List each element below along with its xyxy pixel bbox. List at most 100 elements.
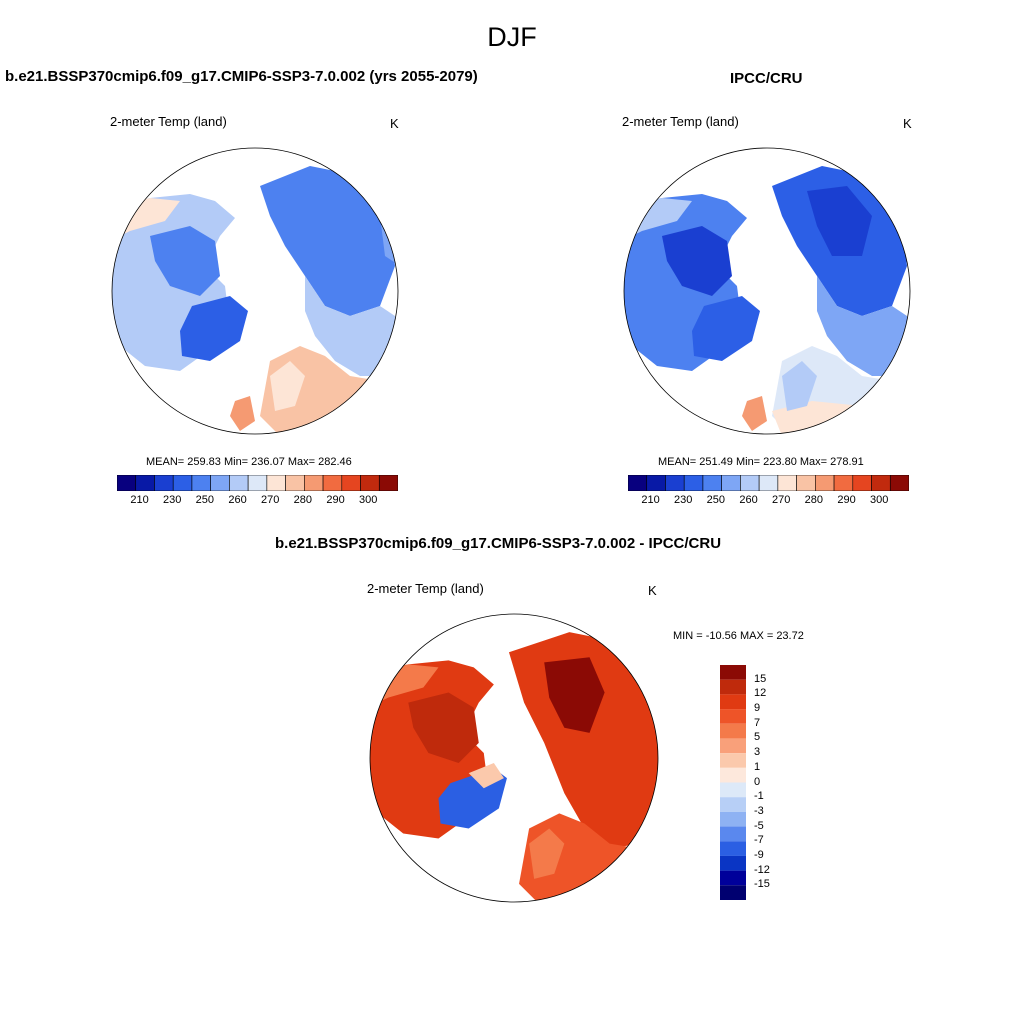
colorbar-box xyxy=(720,767,746,783)
colorbar-box xyxy=(229,475,249,491)
colorbar-tick-label: 210 xyxy=(641,494,660,506)
colorbar-box xyxy=(360,475,380,491)
colorbar-box xyxy=(720,870,746,886)
colorbar-tick-label: 1 xyxy=(754,760,761,773)
colorbar-box xyxy=(720,855,746,871)
colorbar-box xyxy=(796,475,816,491)
colorbar-box xyxy=(304,475,324,491)
colorbar-box xyxy=(172,475,193,491)
panel2-stats: MEAN= 251.49 Min= 223.80 Max= 278.91 xyxy=(658,456,864,468)
colorbar-tick-label: -5 xyxy=(754,819,764,832)
colorbar-box xyxy=(702,475,722,491)
colorbar-box xyxy=(889,475,909,491)
panel3-siberia xyxy=(508,632,658,849)
colorbar-tick-label: 210 xyxy=(130,494,149,506)
panel1-title: b.e21.BSSP370cmip6.f09_g17.CMIP6-SSP3-7.… xyxy=(5,68,478,85)
colorbar-tick-label: 280 xyxy=(293,494,313,506)
colorbar-box xyxy=(628,475,648,491)
colorbar-box xyxy=(852,475,872,491)
colorbar-box xyxy=(646,475,666,491)
panel3-siberia-core xyxy=(544,657,605,733)
colorbar-box xyxy=(720,811,746,827)
panel1-scandinavia xyxy=(270,361,305,411)
colorbar-box xyxy=(815,475,835,491)
colorbar-tick-label: 7 xyxy=(754,716,761,729)
colorbar-tick-label: 300 xyxy=(869,494,889,506)
panel3-colorbar-ticks: 15 12 9 7 5 3 1 0 -1 -3 -5 -7 -9 -12 -15 xyxy=(752,665,792,900)
colorbar-tick-label: 12 xyxy=(754,687,767,700)
colorbar-tick-label: 230 xyxy=(673,494,693,506)
colorbar-box xyxy=(720,709,746,724)
colorbar-box xyxy=(154,475,174,491)
colorbar-tick-label: 0 xyxy=(754,775,761,788)
colorbar-box xyxy=(720,679,746,695)
colorbar-tick-label: 260 xyxy=(228,494,247,506)
panel1-units: K xyxy=(390,116,399,131)
panel2-canada-arctic xyxy=(662,226,732,296)
panel2-greenland xyxy=(692,296,760,361)
panel2-colorbar-ticks: 210 230 250 260 270 280 290 300 xyxy=(628,494,909,508)
colorbar-tick-label: -3 xyxy=(754,804,764,817)
panel1-variable: 2-meter Temp (land) xyxy=(110,114,227,129)
colorbar-tick-label: 290 xyxy=(837,494,856,506)
panel3-colorbar xyxy=(720,665,746,900)
colorbar-tick-label: 280 xyxy=(804,494,824,506)
panel1-colorbar-ticks: 210 230 250 260 270 280 290 300 xyxy=(117,494,398,508)
colorbar-box xyxy=(721,475,741,491)
panel1-stats: MEAN= 259.83 Min= 236.07 Max= 282.46 xyxy=(146,456,352,468)
colorbar-tick-label: 5 xyxy=(754,731,761,744)
panel3-stats: MIN = -10.56 MAX = 23.72 xyxy=(673,630,804,642)
colorbar-box xyxy=(720,797,746,812)
panel1-greenland xyxy=(180,296,248,361)
colorbar-tick-label: 290 xyxy=(326,494,345,506)
colorbar-box xyxy=(266,475,286,491)
colorbar-box xyxy=(871,475,891,491)
colorbar-box xyxy=(720,738,746,754)
colorbar-box xyxy=(740,475,760,491)
panel1-russia-west xyxy=(305,276,398,376)
colorbar-box xyxy=(720,841,746,856)
panel2-uk xyxy=(742,396,767,431)
colorbar-box xyxy=(720,782,746,798)
colorbar-tick-label: -1 xyxy=(754,790,764,803)
panel1-colorbar xyxy=(117,475,398,491)
colorbar-tick-label: 230 xyxy=(162,494,182,506)
colorbar-tick-label: 3 xyxy=(754,746,761,759)
colorbar-box xyxy=(777,475,797,491)
colorbar-box xyxy=(191,475,211,491)
colorbar-tick-label: -9 xyxy=(754,848,764,861)
panel2-units: K xyxy=(903,116,912,131)
colorbar-box xyxy=(135,475,155,491)
panel2-russia-west xyxy=(817,276,910,376)
panel2-title: IPCC/CRU xyxy=(730,70,803,87)
panel3-canada-arctic xyxy=(408,692,479,764)
panel3-title: b.e21.BSSP370cmip6.f09_g17.CMIP6-SSP3-7.… xyxy=(275,535,722,552)
colorbar-box xyxy=(720,694,746,710)
colorbar-tick-label: -12 xyxy=(754,863,770,876)
panel1-canada-arctic xyxy=(150,226,220,296)
colorbar-box xyxy=(665,475,685,491)
colorbar-tick-label: 270 xyxy=(771,494,791,506)
colorbar-box xyxy=(720,885,746,900)
colorbar-tick-label: 15 xyxy=(754,672,767,685)
panel3-scandinavia xyxy=(529,828,565,879)
colorbar-box xyxy=(378,475,398,491)
colorbar-tick-label: 270 xyxy=(260,494,280,506)
colorbar-box xyxy=(720,753,746,768)
panel3-units: K xyxy=(648,583,657,598)
panel3-greenland-north xyxy=(468,763,504,789)
panel3-polar-map xyxy=(369,613,659,903)
colorbar-tick-label: 9 xyxy=(754,702,761,715)
colorbar-box xyxy=(117,475,137,491)
colorbar-tick-label: 250 xyxy=(195,494,215,506)
colorbar-box xyxy=(210,475,230,491)
colorbar-tick-label: 260 xyxy=(739,494,758,506)
colorbar-tick-label: 250 xyxy=(706,494,726,506)
panel1-uk xyxy=(230,396,255,431)
colorbar-tick-label: -15 xyxy=(754,878,770,891)
colorbar-box xyxy=(758,475,779,491)
panel2-colorbar xyxy=(628,475,909,491)
colorbar-box xyxy=(285,475,305,491)
colorbar-box xyxy=(247,475,268,491)
colorbar-box xyxy=(720,826,746,842)
